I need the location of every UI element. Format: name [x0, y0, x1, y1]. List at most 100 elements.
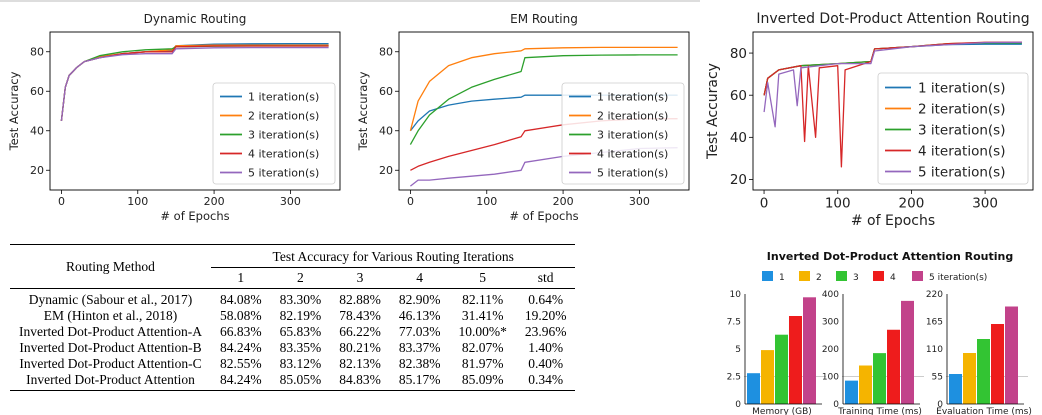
- legend-label: 5 iteration(s): [248, 166, 319, 179]
- y-axis-label: Test Accuracy: [7, 71, 21, 151]
- row-cell: 46.13%: [398, 308, 441, 323]
- row-method: EM (Hinton et al., 2018): [43, 308, 178, 323]
- row-cell: 82.07%: [461, 340, 504, 355]
- y-axis-label: Test Accuracy: [356, 71, 370, 151]
- row-cell: 77.03%: [398, 324, 441, 339]
- row-cell: 80.21%: [339, 340, 381, 355]
- x-axis-label: # of Epochs: [851, 213, 935, 229]
- series-line-5: [763, 41, 1022, 128]
- bar: [873, 353, 886, 404]
- bar: [775, 334, 788, 404]
- y-tick-label: 2.5: [727, 373, 741, 383]
- x-tick-label: 100: [127, 195, 148, 208]
- results-table: Routing Method Test Accuracy for Various…: [10, 244, 576, 391]
- x-axis-label: # of Epochs: [509, 209, 578, 223]
- line-chart-3: Inverted Dot-Product Attention Routing 0 1…: [705, 11, 1034, 229]
- legend-label: 1 iteration(s): [918, 80, 1005, 96]
- legend-label: 5 iteration(s): [597, 166, 668, 179]
- x-tick-label: 0: [58, 195, 65, 208]
- row-cell: 82.13%: [339, 356, 381, 371]
- legend-label: 2 iteration(s): [248, 109, 319, 122]
- line-chart-1: Dynamic Routing 0 100 200 300 20 40 60 80 # of Ep…: [7, 12, 341, 223]
- bar: [859, 365, 872, 404]
- y-tick-label: 60: [379, 85, 393, 98]
- y-tick-label: 55: [932, 373, 943, 383]
- legend-label: 4: [890, 273, 896, 283]
- legend-box: [561, 82, 685, 185]
- legend-box: [212, 82, 336, 185]
- y-tick-label: 0: [937, 400, 943, 410]
- column-header: 3: [356, 270, 364, 285]
- bar-chart-title: Inverted Dot-Product Attention Routing: [767, 250, 1013, 263]
- legend-label: 5 iteration(s): [918, 164, 1005, 180]
- row-cell: 65.83%: [279, 324, 322, 339]
- table-column-header-row: 1 2 3 4 5 std: [10, 268, 575, 289]
- y-tick-label: 80: [730, 46, 747, 62]
- legend-label: 3 iteration(s): [248, 128, 319, 141]
- x-axis-label: # of Epochs: [160, 209, 229, 223]
- x-tick-label: 300: [972, 196, 998, 212]
- table-row: Inverted Dot-Product Attention 84.24% 85.0…: [10, 372, 576, 391]
- results-table-container: Routing Method Test Accuracy for Various…: [0, 244, 700, 415]
- row-cell: 31.41%: [461, 308, 504, 323]
- y-tick-label: 200: [822, 345, 839, 355]
- row-cell: 84.24%: [219, 340, 262, 355]
- legend-label: 1 iteration(s): [248, 90, 319, 103]
- legend-swatch: [762, 271, 773, 281]
- y-tick-label: 60: [730, 88, 747, 104]
- y-tick-label: 10: [730, 290, 742, 300]
- row-cell: 0.64%: [528, 292, 564, 307]
- y-tick-label: 60: [30, 85, 44, 98]
- legend-swatch: [873, 271, 884, 281]
- x-tick-label: 200: [899, 196, 925, 212]
- bar-panel-3: 0 55 110 165 220 Evaluation Time (ms): [926, 290, 1032, 415]
- bar: [747, 373, 760, 404]
- column-header: 5: [479, 270, 487, 285]
- legend-label: 3: [853, 273, 859, 283]
- table-row: EM (Hinton et al., 2018) 58.08% 82.19% 78.4…: [10, 308, 575, 324]
- bar: [901, 300, 914, 404]
- y-tick-label: 20: [379, 164, 393, 177]
- x-tick-label: 300: [280, 195, 301, 208]
- x-tick-label: 100: [476, 195, 497, 208]
- bar: [761, 350, 774, 404]
- legend: 1 iteration(s) 2 iteration(s) 3 iteration(…: [212, 82, 336, 185]
- table-row: Inverted Dot-Product Attention-B 84.24% 83…: [10, 340, 575, 356]
- legend-label: 4 iteration(s): [918, 143, 1005, 159]
- legend-label: 1: [779, 273, 785, 283]
- row-method: Inverted Dot-Product Attention: [26, 372, 195, 387]
- bar: [949, 374, 962, 404]
- row-cell: 58.08%: [219, 308, 262, 323]
- y-tick-label: 40: [379, 125, 393, 138]
- x-axis-label: Evaluation Time (ms): [936, 407, 1032, 415]
- bar: [963, 353, 976, 404]
- bar: [991, 324, 1004, 404]
- legend-swatch: [799, 271, 810, 281]
- column-header: 1: [237, 270, 245, 285]
- y-tick-label: 165: [926, 318, 943, 328]
- x-axis-label: Memory (GB): [752, 407, 812, 415]
- table-row: Dynamic (Sabour et al., 2017) 84.08% 83.30…: [10, 288, 576, 309]
- x-tick-label: 200: [204, 195, 225, 208]
- row-cell: 82.88%: [339, 292, 381, 307]
- y-tick-label: 0: [735, 400, 741, 410]
- row-cell: 82.55%: [219, 356, 262, 371]
- legend-label: 2: [816, 273, 822, 283]
- row-method: Inverted Dot-Product Attention-B: [19, 340, 202, 355]
- row-cell: 83.35%: [279, 340, 322, 355]
- row-cell: 81.97%: [461, 356, 504, 371]
- table-header-row: Routing Method Test Accuracy for Various…: [10, 244, 576, 274]
- column-header: 2: [297, 270, 304, 285]
- x-tick-label: 0: [760, 196, 769, 212]
- row-cell: 83.30%: [279, 292, 322, 307]
- line-charts: Dynamic Routing 0 100 200 300 20 40 60 80 # of Ep…: [0, 0, 1034, 229]
- row-cell: 83.12%: [279, 356, 322, 371]
- plot-frame: [398, 31, 690, 191]
- plot-frame: [49, 31, 341, 191]
- row-cell: 10.00%*: [458, 324, 507, 339]
- row-cell: 84.83%: [339, 372, 381, 387]
- series-line-2: [409, 46, 678, 131]
- y-tick-label: 400: [822, 290, 839, 300]
- row-cell: 83.37%: [398, 340, 441, 355]
- chart-title: Dynamic Routing: [144, 12, 247, 26]
